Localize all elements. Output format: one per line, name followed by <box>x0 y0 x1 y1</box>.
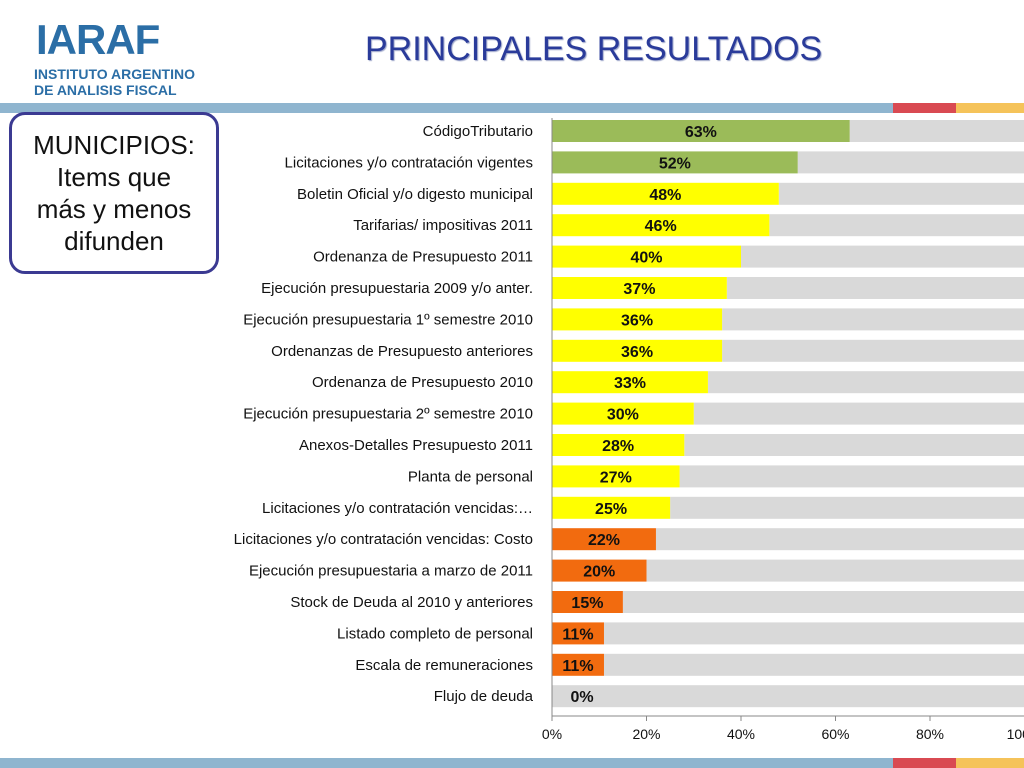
category-label: Ejecución presupuestaria 2º semestre 201… <box>243 406 533 423</box>
category-label: CódigoTributario <box>423 123 533 140</box>
bars-group: CódigoTributario 63% Licitaciones y/o cont… <box>234 120 1024 708</box>
bar-value <box>552 528 656 551</box>
category-label: Listado completo de personal <box>337 625 533 642</box>
bar-remainder <box>646 559 1024 582</box>
value-label: 15% <box>571 595 603 612</box>
bar-value <box>552 182 779 205</box>
bar-value <box>552 434 685 456</box>
category-label: Tarifarias/ impositivas 2011 <box>353 217 533 234</box>
logo-line-2: DE ANALISIS FISCAL <box>34 82 177 98</box>
bar-remainder <box>679 465 1024 488</box>
band-segment-yellow <box>956 103 1024 113</box>
bar-remainder <box>769 214 1024 237</box>
bar-value <box>552 245 741 268</box>
value-label: 11% <box>562 626 593 643</box>
category-label: Licitaciones y/o contratación vencidas: … <box>234 531 533 548</box>
top-color-band <box>0 103 1024 113</box>
bar-remainder <box>670 496 1024 519</box>
value-label: 46% <box>645 218 677 235</box>
value-label: 0% <box>570 689 593 706</box>
bar-value <box>552 277 727 299</box>
bottom-color-band <box>0 758 1024 768</box>
bar-value <box>552 120 850 142</box>
bar-value <box>552 308 723 331</box>
value-label: 40% <box>630 250 662 267</box>
band-segment-yellow <box>956 758 1024 768</box>
band-segment-blue <box>0 103 893 113</box>
value-label: 36% <box>621 344 653 361</box>
bar-remainder <box>797 151 1024 174</box>
value-label: 36% <box>621 312 653 329</box>
callout-text: MUNICIPIOS: Items que más y menos difund… <box>33 130 195 256</box>
band-segment-red <box>893 758 956 768</box>
category-label: Ejecución presupuestaria a marzo de 2011 <box>249 563 533 580</box>
category-label: Escala de remuneraciones <box>355 657 533 674</box>
value-label: 48% <box>649 187 681 204</box>
x-tick-label: 100% <box>1007 726 1024 742</box>
logo-line-1: INSTITUTO ARGENTINO <box>34 66 195 82</box>
category-label: Ejecución presupuestaria 2009 y/o anter. <box>261 280 533 297</box>
category-label: Planta de personal <box>408 468 533 485</box>
x-tick-label: 60% <box>821 726 849 742</box>
category-label: Anexos-Detalles Presupuesto 2011 <box>299 437 533 454</box>
band-segment-blue <box>0 758 893 768</box>
category-label: Licitaciones y/o contratación vigentes <box>285 154 533 171</box>
x-tick-label: 40% <box>727 726 755 742</box>
category-label: Stock de Deuda al 2010 y anteriores <box>290 594 533 611</box>
bar-remainder <box>849 120 1024 142</box>
bar-remainder <box>726 277 1024 299</box>
bar-value <box>552 559 647 582</box>
category-label: Ordenanza de Presupuesto 2011 <box>313 249 533 266</box>
value-label: 27% <box>600 469 632 486</box>
x-tick-label: 20% <box>632 726 660 742</box>
value-label: 63% <box>685 124 717 141</box>
bar-value <box>552 402 694 425</box>
bar-value <box>552 591 623 613</box>
slide-title: PRINCIPALES RESULTADOS <box>365 30 823 68</box>
bar-remainder <box>707 371 1024 394</box>
value-label: 20% <box>583 564 615 581</box>
bar-value <box>552 371 708 394</box>
category-label: Boletin Oficial y/o digesto municipal <box>297 186 533 203</box>
bar-remainder <box>655 528 1024 551</box>
bar-value <box>552 339 723 362</box>
value-label: 22% <box>588 532 620 549</box>
bar-remainder <box>684 434 1024 456</box>
value-label: 11% <box>562 658 593 675</box>
category-label: Licitaciones y/o contratación vencidas:… <box>262 500 533 517</box>
bar-value <box>552 496 671 519</box>
value-label: 28% <box>602 438 634 455</box>
bar-chart: CódigoTributario 63% Licitaciones y/o cont… <box>234 118 1024 742</box>
value-label: 25% <box>595 501 627 518</box>
bar-value <box>552 622 604 645</box>
bar-value <box>552 465 680 488</box>
category-label: Ordenanzas de Presupuesto anteriores <box>271 343 533 360</box>
municipios-callout: MUNICIPIOS: Items que más y menos difund… <box>9 112 219 274</box>
bar-value <box>552 653 604 676</box>
bar-remainder <box>603 653 1024 676</box>
bar-remainder <box>603 622 1024 645</box>
x-tick-label: 80% <box>916 726 944 742</box>
value-label: 33% <box>614 375 646 392</box>
x-tick-label: 0% <box>542 726 562 742</box>
x-axis: 0% 20% 40% 60% 80% 100% <box>542 118 1024 742</box>
bar-remainder <box>741 245 1024 268</box>
category-label: Ordenanza de Presupuesto 2010 <box>312 374 533 391</box>
bar-remainder <box>778 182 1024 205</box>
bar-remainder <box>722 308 1024 331</box>
value-label: 37% <box>623 281 655 298</box>
band-segment-red <box>893 103 956 113</box>
bar-remainder <box>693 402 1024 425</box>
logo-mark: IARAF <box>36 16 160 63</box>
iaraf-logo: IARAF INSTITUTO ARGENTINO DE ANALISIS FI… <box>32 16 212 99</box>
value-label: 52% <box>659 155 691 172</box>
bar-value <box>552 151 798 174</box>
category-label: Ejecución presupuestaria 1º semestre 201… <box>243 311 533 328</box>
bar-remainder <box>722 339 1024 362</box>
value-label: 30% <box>607 407 639 424</box>
bar-remainder <box>552 685 1024 708</box>
bar-value <box>552 214 770 237</box>
bar-remainder <box>622 591 1024 613</box>
category-label: Flujo de deuda <box>434 688 534 705</box>
